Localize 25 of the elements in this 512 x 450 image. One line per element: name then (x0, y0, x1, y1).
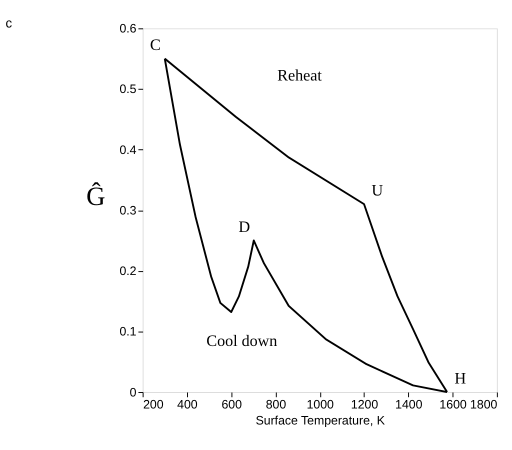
annotation: D (238, 219, 250, 236)
text: c (5, 15, 12, 30)
annotation: H (454, 370, 466, 388)
x-tick-label: 400 (177, 398, 198, 412)
x-tick-label: 1000 (306, 398, 334, 412)
annotation: Cool down (206, 332, 278, 350)
y-axis-title: Ĝ (86, 180, 106, 211)
y-tick-label: 0.2 (119, 264, 137, 278)
x-tick-label: 200 (143, 398, 164, 412)
x-tick-label: 1200 (350, 398, 378, 412)
y-tick-label: 0.1 (119, 324, 137, 339)
annotation: U (371, 182, 384, 200)
x-tick-label: 1400 (395, 398, 423, 412)
x-tick-label: 600 (221, 398, 242, 412)
y-tick-label: 0.4 (119, 142, 137, 157)
annotation: Reheat (277, 67, 322, 84)
y-tick-label: 0.5 (119, 82, 137, 96)
x-tick-label: 800 (266, 398, 286, 412)
y-tick-label: 0.3 (119, 203, 137, 218)
y-tick-label: 0 (130, 385, 137, 400)
y-tick-label: 0.6 (119, 22, 137, 36)
annotation: C (150, 37, 161, 54)
x-tick-label: 1600 (439, 398, 467, 412)
x-axis-title: Surface Temperature, K (256, 414, 386, 428)
x-tick-label: 1800 (470, 398, 498, 412)
